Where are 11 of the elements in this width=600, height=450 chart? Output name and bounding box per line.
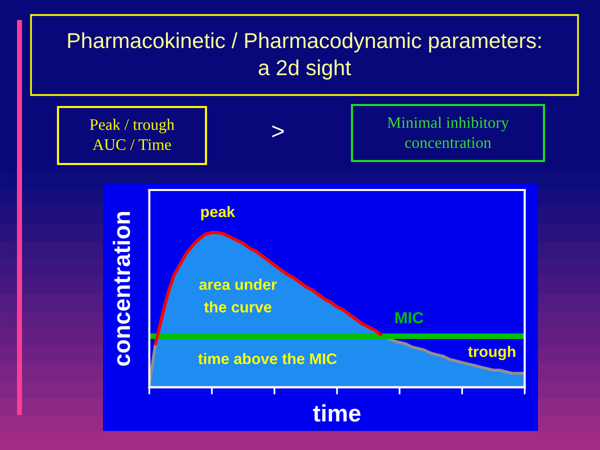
ref-line-label: MIC xyxy=(396,312,424,324)
annotation: trough xyxy=(468,346,516,360)
annotation: area under the curve xyxy=(199,278,277,313)
x-axis-title: time xyxy=(313,404,360,422)
text: Minimal inhibitory concentration xyxy=(387,116,509,148)
chart-title: Pharmacokinetic / Pharmacodynamic parameters: a 2d sight xyxy=(68,32,541,80)
annotation: time above the MIC xyxy=(198,352,337,364)
y-axis-title: concentration xyxy=(112,212,130,366)
text: peak xyxy=(201,206,236,220)
text: > xyxy=(272,125,284,138)
text: Peak / trough AUC / Time xyxy=(90,118,174,150)
